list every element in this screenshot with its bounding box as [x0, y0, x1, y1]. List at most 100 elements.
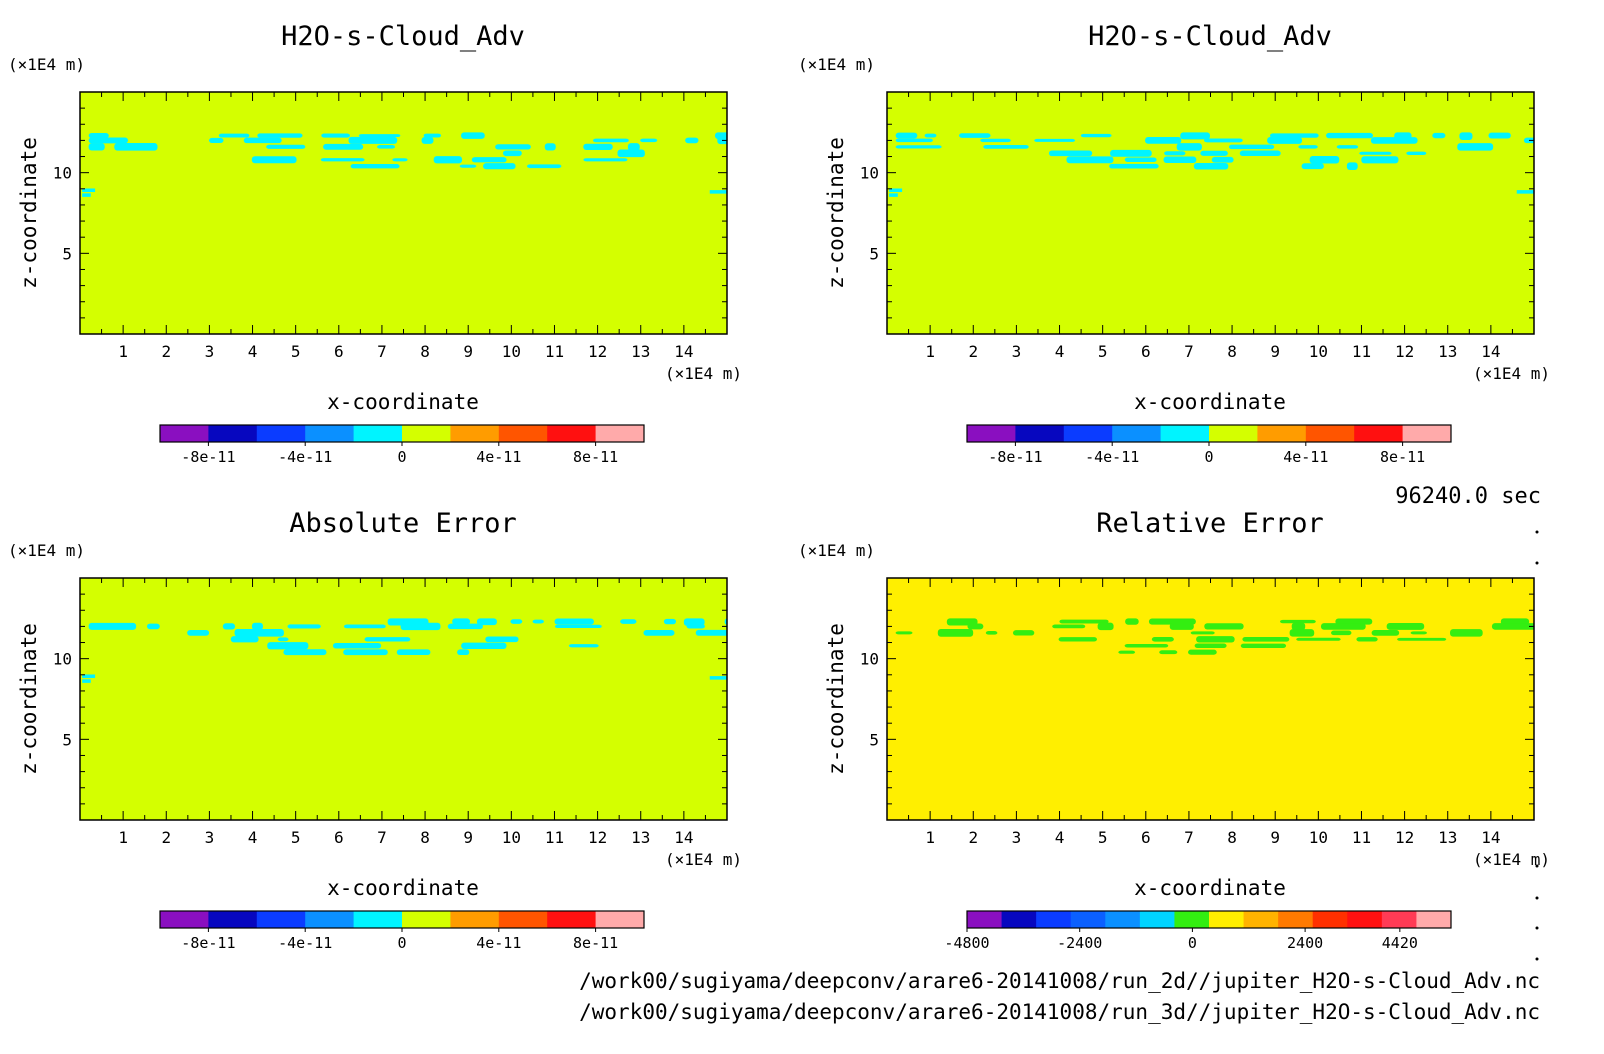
- x-tick-label: 11: [545, 828, 564, 847]
- feature-patch: [461, 642, 507, 649]
- feature-patch: [114, 143, 158, 151]
- feature-patch: [82, 193, 91, 197]
- time-label: 96240.0 sec: [1395, 484, 1541, 509]
- x-tick-label: 12: [588, 342, 607, 361]
- y-tick-label: 10: [53, 650, 72, 669]
- feature-patch: [583, 158, 628, 162]
- panel-title: Absolute Error: [289, 508, 517, 539]
- colorbar: -8e-11 -4e-11 0 4e-11 8e-11: [159, 910, 645, 952]
- field-background: [80, 92, 727, 334]
- file-path-2d: /work00/sugiyama/deepconv/arare6-2014100…: [579, 969, 1540, 993]
- y-axis-label: z-coordinate: [17, 137, 41, 289]
- colorbar-segment: [353, 425, 403, 442]
- feature-patch: [433, 156, 463, 164]
- feature-patch: [187, 629, 210, 636]
- feature-patch: [527, 164, 562, 169]
- feature-patch: [1169, 622, 1194, 630]
- feature-patch: [1239, 150, 1281, 157]
- feature-patch: [1280, 619, 1316, 624]
- colorbar-segment: [1243, 911, 1279, 928]
- colorbar-segment: [1139, 911, 1175, 928]
- x-tick-label: 4: [1055, 828, 1065, 847]
- feature-patch: [1410, 631, 1427, 635]
- y-tick-label: 5: [62, 730, 72, 749]
- feature-patch: [895, 631, 913, 635]
- feature-patch: [695, 629, 727, 636]
- feature-patch: [377, 145, 396, 149]
- colorbar: -4800 -2400 0 2400 4420: [944, 910, 1452, 952]
- feature-patch: [983, 144, 1029, 149]
- feature-patch: [1331, 630, 1352, 636]
- feature-patch: [348, 136, 398, 144]
- x-tick-label: 13: [1438, 828, 1457, 847]
- x-tick-label: 3: [1012, 342, 1022, 361]
- x-unit-label: (×1E4 m): [665, 850, 742, 869]
- x-axis-label: x-coordinate: [327, 390, 479, 414]
- colorbar-tick-label: 4e-11: [476, 934, 521, 952]
- feature-patch: [1386, 622, 1425, 630]
- colorbar-segment: [1001, 911, 1037, 928]
- x-tick-label: 8: [1227, 828, 1237, 847]
- feature-patch: [1080, 133, 1112, 138]
- feature-patch: [461, 132, 485, 139]
- feature-patch: [267, 642, 309, 650]
- feature-patch: [1370, 137, 1418, 144]
- colorbar-tick-label: 4e-11: [1283, 448, 1328, 466]
- feature-patch: [230, 636, 259, 643]
- colorbar-tick-label: 0: [1204, 448, 1213, 466]
- x-unit-label: (×1E4 m): [665, 364, 742, 383]
- feature-patch: [1336, 145, 1359, 149]
- colorbar-tick-label: -2400: [1057, 934, 1102, 952]
- margin-dots: [1535, 530, 1539, 961]
- colorbar-tick-label: 2400: [1287, 934, 1323, 952]
- colorbar-tick-label: 0: [397, 448, 406, 466]
- x-tick-label: 12: [588, 828, 607, 847]
- feature-patch: [251, 622, 263, 631]
- feature-patch: [1450, 629, 1483, 637]
- feature-patch: [1298, 145, 1318, 149]
- feature-patch: [421, 136, 434, 144]
- feature-patch: [1118, 650, 1136, 654]
- y-tick-label: 10: [860, 650, 879, 669]
- colorbar-segment: [256, 911, 306, 928]
- panel-h2o-2d: H2O-s-Cloud_Adv (×1E4 m) 1 2 3 4 5 6 7 8 9 10 11 12…: [8, 21, 742, 466]
- feature-patch: [724, 618, 727, 626]
- feature-patch: [1012, 630, 1035, 636]
- x-axis-label: x-coordinate: [327, 876, 479, 900]
- colorbar-segment: [402, 425, 451, 442]
- x-axis-label: x-coordinate: [1134, 876, 1286, 900]
- panel-h2o-3d: H2O-s-Cloud_Adv (×1E4 m) 1 2 3 4 5 6 7 8 9 10 11 12…: [798, 21, 1550, 466]
- x-tick-label: 7: [1184, 828, 1194, 847]
- x-tick-label: 3: [205, 342, 215, 361]
- feature-patch: [234, 629, 284, 637]
- feature-patch: [82, 188, 96, 193]
- feature-patch: [1059, 619, 1109, 624]
- feature-patch: [88, 132, 109, 139]
- y-tick-label: 10: [53, 164, 72, 183]
- feature-patch: [510, 619, 523, 624]
- feature-patch: [1066, 156, 1114, 164]
- x-tick-label: 14: [674, 828, 693, 847]
- feature-patch: [889, 188, 903, 193]
- colorbar-tick-label: -8e-11: [181, 934, 235, 952]
- feature-patch: [485, 636, 519, 643]
- panel-title: H2O-s-Cloud_Adv: [281, 21, 525, 52]
- colorbar-tick-label: 8e-11: [573, 934, 618, 952]
- feature-patch: [683, 618, 705, 626]
- feature-patch: [1204, 623, 1244, 630]
- feature-patch: [88, 622, 137, 630]
- colorbar-segment: [1063, 425, 1113, 442]
- feature-patch: [1200, 150, 1228, 156]
- colorbar-tick-label: 4420: [1382, 934, 1418, 952]
- feature-patch: [332, 642, 382, 649]
- y-tick-label: 5: [62, 244, 72, 263]
- feature-patch: [88, 137, 129, 144]
- colorbar-segment: [1174, 911, 1210, 928]
- colorbar-segment: [208, 911, 258, 928]
- feature-patch: [321, 133, 350, 138]
- colorbar-tick-label: -4e-11: [278, 934, 332, 952]
- feature-patch: [980, 138, 1011, 143]
- colorbar-tick-label: 4e-11: [476, 448, 521, 466]
